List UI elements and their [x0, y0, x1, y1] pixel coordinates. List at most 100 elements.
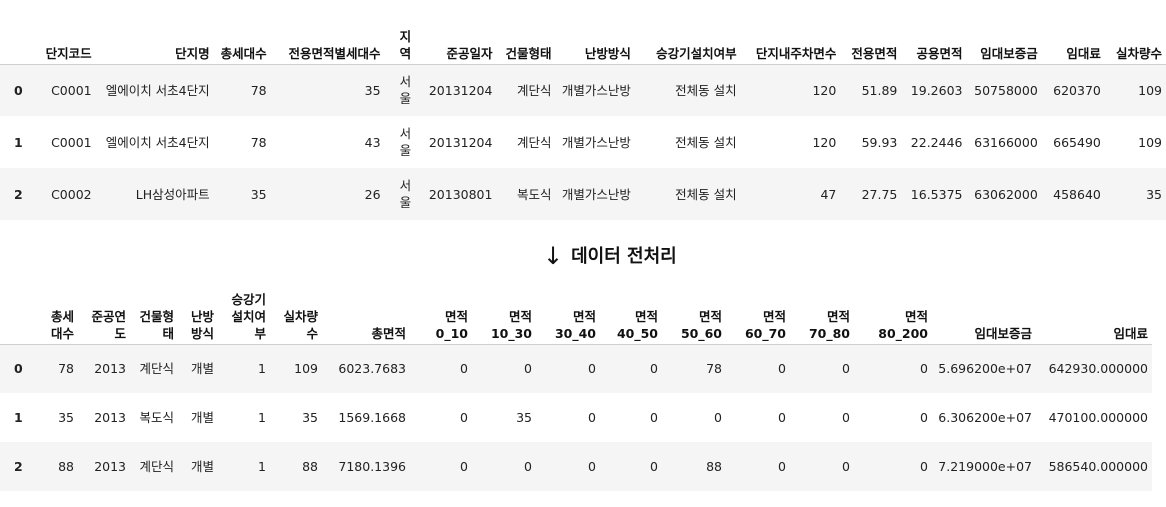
table-cell: 1: [258, 410, 266, 425]
preprocessed-data-table: 총세대수 준공연도 건물형태 난방방식 승강기설치여부 실차량수 총면적 면적 …: [0, 286, 1152, 491]
table-cell: 35: [1146, 186, 1162, 202]
table-cell: 88: [706, 459, 722, 474]
column-header: 단지내주차면수: [755, 45, 837, 61]
table-cell: 6.306200e+07: [938, 410, 1032, 425]
table-cell: 63166000: [974, 134, 1038, 150]
table-cell: 개별: [190, 410, 214, 425]
table-cell: 35: [516, 410, 532, 425]
table-cell: 88: [302, 459, 318, 474]
table-cell: LH삼성아파트: [135, 186, 210, 202]
table-cell: 7.219000e+07: [938, 459, 1032, 474]
table-cell: 27.75: [861, 186, 898, 202]
table-cell: 19.2603: [910, 82, 963, 98]
table-cell: 78: [706, 361, 722, 377]
column-header: 전용면적별세대수: [288, 45, 381, 61]
column-header: 면적 80_200: [878, 308, 928, 341]
table-cell: 0: [778, 410, 786, 425]
column-header-index: [0, 286, 36, 344]
table-cell: 0: [460, 410, 468, 425]
column-header: 건물형태: [139, 308, 174, 341]
table-cell: 665490: [1053, 134, 1101, 150]
table-cell: 0: [650, 361, 658, 377]
table-cell: 서울: [399, 126, 412, 158]
table-cell: 서울: [399, 178, 412, 210]
table-row: 0 C0001 엘에이치 서초4단지 78 35 서울 20131204 계단식…: [0, 64, 1166, 116]
table-cell: 0: [842, 459, 850, 474]
table-cell: 5.696200e+07: [938, 361, 1032, 377]
table-cell: 0: [920, 459, 928, 474]
row-index: 2: [14, 459, 23, 474]
table-cell: 1: [258, 459, 266, 474]
row-index: 0: [14, 361, 23, 377]
table-cell: 1569.1668: [338, 410, 406, 425]
table-cell: 35: [58, 410, 74, 425]
column-header: 지역: [399, 28, 412, 61]
table-cell: 620370: [1053, 82, 1101, 98]
table-cell: 51.89: [861, 82, 898, 98]
column-header: 면적 50_60: [680, 308, 722, 341]
column-header: 단지명: [175, 45, 210, 61]
table-header-row: 총세대수 준공연도 건물형태 난방방식 승강기설치여부 실차량수 총면적 면적 …: [0, 286, 1152, 344]
table-cell: 47: [820, 186, 837, 202]
table-cell: 63062000: [974, 186, 1038, 202]
table-cell: 586540.000000: [1048, 459, 1148, 474]
table-cell: 계단식: [516, 82, 552, 98]
table-cell: 0: [842, 410, 850, 425]
table-cell: 계단식: [139, 459, 174, 474]
table-cell: 2013: [94, 361, 126, 377]
table-cell: 120: [812, 82, 837, 98]
table-cell: 1: [258, 361, 266, 377]
column-header: 실차량수: [283, 308, 318, 341]
table-cell: 6023.7683: [338, 361, 406, 377]
table-row: 1 C0001 엘에이치 서초4단지 78 43 서울 20131204 계단식…: [0, 116, 1166, 168]
table-cell: C0001: [51, 82, 92, 98]
table-cell: 0: [588, 410, 596, 425]
table-cell: 개별: [190, 361, 214, 377]
column-header: 임대보증금: [974, 325, 1032, 341]
table-cell: 109: [294, 361, 318, 377]
table-cell: 109: [1138, 134, 1162, 150]
column-header: 단지코드: [45, 45, 92, 61]
table-cell: 개별가스난방: [561, 82, 631, 98]
column-header-index: [0, 14, 39, 64]
column-header: 준공일자: [446, 45, 493, 61]
table-cell: 35: [250, 186, 267, 202]
column-header: 면적 0_10: [435, 308, 468, 341]
table-row: 1 35 2013 복도식 개별 1 35 1569.1668 0 35 0 0…: [0, 393, 1152, 442]
table-cell: 109: [1138, 82, 1162, 98]
table-cell: 59.93: [861, 134, 898, 150]
table-cell: 26: [364, 186, 381, 202]
table-cell: 엘에이치 서초4단지: [105, 82, 210, 98]
column-header: 난방방식: [190, 308, 214, 341]
table-cell: 2013: [94, 459, 126, 474]
table-header-row: 단지코드 단지명 총세대수 전용면적별세대수 지역 준공일자 건물형태 난방방식…: [0, 14, 1166, 64]
table-cell: 0: [842, 361, 850, 377]
table-cell: 0: [524, 459, 532, 474]
column-header: 면적 60_70: [744, 308, 786, 341]
table-cell: 470100.000000: [1048, 410, 1148, 425]
table-cell: 0: [524, 361, 532, 377]
column-header: 승강기설치여부: [231, 291, 266, 341]
column-header: 면적 10_30: [490, 308, 532, 341]
column-header: 임대료: [1113, 325, 1148, 341]
table-cell: 0: [650, 459, 658, 474]
table-cell: 계단식: [139, 361, 174, 377]
table-cell: 엘에이치 서초4단지: [105, 134, 210, 150]
table-cell: 계단식: [516, 134, 552, 150]
preprocessing-label: 데이터 전처리: [571, 246, 677, 267]
table-cell: 35: [302, 410, 318, 425]
row-index: 1: [14, 410, 23, 425]
row-index: 2: [14, 186, 23, 202]
column-header: 임대료: [1066, 45, 1101, 61]
table-cell: 35: [364, 82, 381, 98]
column-header: 전용면적: [851, 45, 898, 61]
table-cell: 서울: [399, 74, 412, 107]
table-cell: 개별가스난방: [561, 186, 631, 202]
table-row: 2 C0002 LH삼성아파트 35 26 서울 20130801 복도식 개별…: [0, 168, 1166, 220]
table-cell: 78: [58, 361, 74, 377]
table-cell: 개별: [190, 459, 214, 474]
column-header: 총세대수: [50, 308, 74, 341]
column-header: 준공연도: [91, 308, 126, 341]
table-cell: 120: [812, 134, 837, 150]
table-cell: 0: [920, 361, 928, 377]
